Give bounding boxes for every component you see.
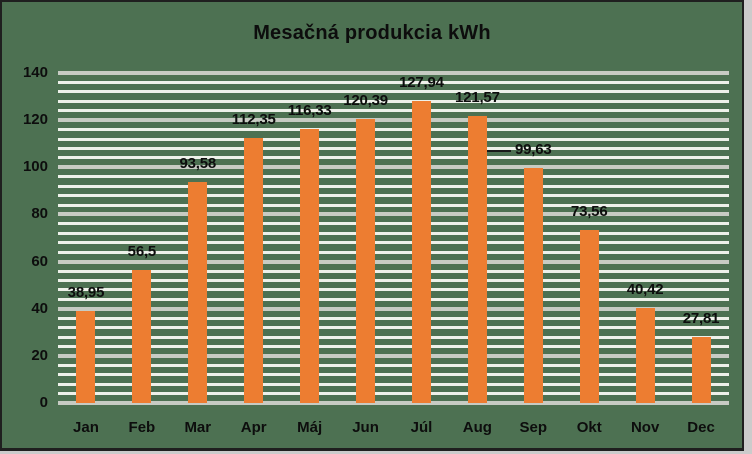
minor-gridline — [58, 278, 729, 282]
bar-Júl — [411, 101, 431, 403]
minor-gridline — [58, 373, 729, 377]
minor-gridline — [58, 241, 729, 245]
x-category-label: Apr — [240, 419, 267, 436]
minor-gridline — [58, 156, 729, 160]
y-tick-label: 80 — [31, 205, 48, 223]
minor-gridline — [58, 297, 729, 301]
minor-gridline — [58, 269, 729, 273]
x-category-label: Júl — [410, 419, 433, 436]
bar-value-label: 73,56 — [570, 202, 608, 220]
bar-Jun — [356, 119, 376, 403]
bar-value-label: 120,39 — [343, 92, 388, 110]
bar-value-label: 40,42 — [626, 280, 664, 298]
y-tick-label: 60 — [31, 252, 48, 270]
bar-Apr — [244, 138, 264, 403]
y-tick-label: 100 — [22, 158, 48, 176]
minor-gridline — [58, 175, 729, 179]
x-category-label: Mar — [184, 419, 212, 436]
bar-Okt — [579, 229, 599, 403]
y-tick-label: 0 — [39, 394, 48, 411]
bar-value-label: 38,95 — [67, 284, 105, 302]
major-gridline — [58, 259, 729, 264]
x-category-label: Nov — [630, 419, 660, 436]
minor-gridline — [58, 344, 729, 348]
major-gridline — [58, 401, 729, 405]
x-category-label: Máj — [297, 419, 323, 436]
minor-gridline — [58, 99, 729, 103]
bar-Mar — [188, 182, 208, 403]
bar-value-label: 116,33 — [287, 101, 332, 119]
x-category-label: Dec — [687, 419, 715, 436]
gridlines-layer — [2, 2, 742, 448]
minor-gridline — [58, 80, 729, 84]
minor-gridline — [58, 146, 729, 150]
minor-gridline — [58, 90, 729, 94]
minor-gridline — [58, 137, 729, 141]
x-category-label: Feb — [128, 419, 156, 436]
major-gridline — [58, 353, 729, 358]
minor-gridline — [58, 392, 729, 396]
bar-Sep — [523, 168, 543, 403]
bar-Feb — [132, 269, 152, 403]
major-gridline — [58, 212, 729, 217]
major-gridline — [58, 118, 729, 123]
minor-gridline — [58, 288, 729, 292]
y-tick-label: 120 — [22, 111, 48, 129]
major-gridline — [58, 165, 729, 170]
bar-value-label: 27,81 — [682, 310, 720, 328]
minor-gridline — [58, 128, 729, 132]
chart-title: Mesačná produkcia kWh — [253, 22, 491, 44]
bars-layer: 38,95 56,5 93,58 112,35 116,33 120,39 127,94 12… — [2, 2, 742, 448]
minor-gridline — [58, 222, 729, 226]
minor-gridline — [58, 250, 729, 254]
minor-gridline — [58, 194, 729, 198]
bar-value-label: 121,57 — [455, 89, 500, 107]
bar-value-label: 112,35 — [231, 111, 276, 129]
bar-Jan — [76, 311, 96, 403]
y-tick-label: 40 — [31, 299, 48, 317]
minor-gridline — [58, 382, 729, 386]
minor-gridline — [58, 109, 729, 113]
minor-gridline — [58, 203, 729, 207]
y-tick-label: 140 — [22, 64, 48, 81]
bar-Aug — [467, 116, 487, 403]
bar-value-label: 93,58 — [179, 155, 217, 173]
x-category-label: Sep — [519, 419, 548, 436]
x-category-label: Jun — [352, 419, 379, 436]
y-axis: 0 20 40 60 80 100 120 140 — [2, 2, 742, 448]
label-leader-line — [487, 150, 512, 153]
minor-gridline — [58, 316, 729, 320]
major-gridline — [58, 71, 729, 75]
major-gridline — [58, 306, 729, 311]
x-axis: Jan Feb Mar Apr Máj Jun Júl Aug Sep Okt Nov Dec — [2, 2, 742, 448]
bar-Dec — [691, 337, 711, 403]
bar-Máj — [300, 128, 320, 403]
minor-gridline — [58, 363, 729, 367]
bar-value-label: 127,94 — [399, 74, 444, 92]
bar-value-label: 56,5 — [127, 242, 157, 260]
x-category-label: Okt — [576, 419, 602, 436]
minor-gridline — [58, 326, 729, 330]
bar-value-label: 99,63 — [515, 141, 552, 159]
y-tick-label: 20 — [31, 346, 48, 364]
bar-Nov — [635, 307, 655, 403]
minor-gridline — [58, 231, 729, 235]
minor-gridline — [58, 184, 729, 188]
x-category-label: Jan — [73, 419, 99, 436]
x-category-label: Aug — [462, 419, 492, 436]
minor-gridline — [58, 335, 729, 339]
